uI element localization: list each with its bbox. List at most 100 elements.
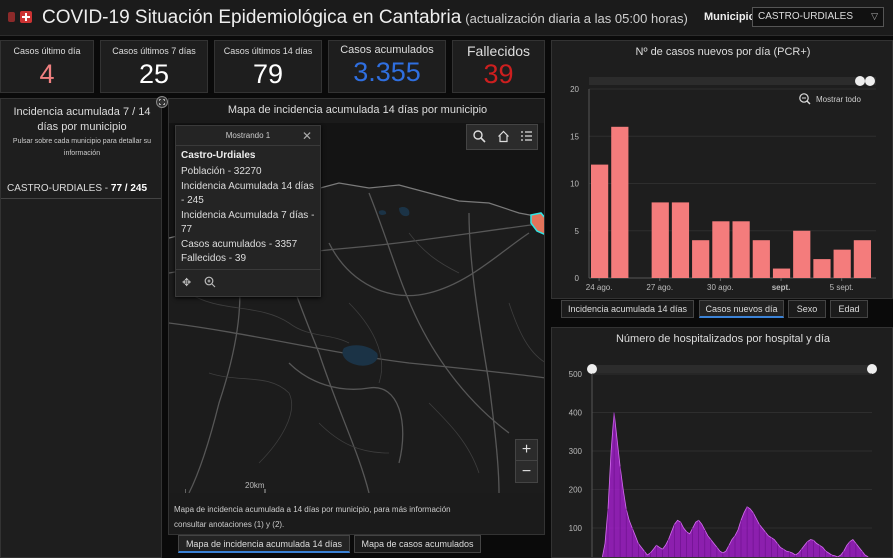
stat-label: Casos últimos 14 días	[223, 46, 313, 56]
range-slider-handle-left	[855, 76, 865, 86]
stat-value: 3.355	[353, 57, 421, 87]
legend-list-icon[interactable]	[520, 130, 533, 146]
range-slider-handle-right	[865, 76, 875, 86]
tab-sex[interactable]: Sexo	[788, 300, 826, 318]
bar	[752, 240, 770, 278]
x-tick-label: sept.	[772, 283, 791, 292]
popup-line: Incidencia Acumulada 7 días - 77	[181, 209, 315, 236]
range-slider-handle-left	[587, 364, 597, 374]
area-texture	[607, 412, 869, 557]
bar	[611, 126, 629, 278]
x-tick-label: 5 sept.	[830, 283, 854, 292]
zoom-in-button[interactable]: +	[516, 440, 537, 461]
close-icon[interactable]: ✕	[301, 129, 312, 143]
tab-age[interactable]: Edad	[830, 300, 868, 318]
list-item-name: CASTRO-URDIALES	[7, 183, 103, 194]
zoom-out-button[interactable]: −	[521, 463, 532, 480]
maximize-icon[interactable]	[156, 96, 168, 108]
range-slider-track	[592, 365, 872, 373]
x-tick-label: 27 ago.	[646, 283, 673, 292]
incidence-list-panel: Incidencia acumulada 7 / 14 días por mun…	[0, 96, 168, 558]
pan-move-icon[interactable]: ✥	[182, 277, 192, 289]
zoom-out-icon-handle	[806, 100, 811, 105]
stat-value: 25	[138, 59, 170, 89]
list-subtitle: Pulsar sobre cada municipio para detalla…	[12, 138, 152, 157]
page-subtitle: (actualización diaria a las 05:00 horas)	[465, 11, 688, 26]
popup-title: Castro-Urdiales	[181, 150, 256, 161]
tab-incidence-14[interactable]: Incidencia acumulada 14 días	[561, 300, 694, 318]
map-panel: Mapa de incidencia acumulada 14 días por…	[168, 98, 545, 535]
municipio-label: Municipio	[704, 11, 756, 23]
cantabria-logo-icon	[8, 12, 15, 22]
y-tick-label: 0	[575, 274, 580, 283]
stat-card-deaths: Fallecidos 39	[452, 40, 545, 93]
bar	[651, 202, 669, 278]
tab-new-cases-day[interactable]: Casos nuevos día	[699, 300, 784, 318]
map-toolbar	[466, 124, 538, 150]
stat-card-last-day: Casos último día 4	[0, 40, 94, 93]
x-tick-label: 24 ago.	[586, 283, 613, 292]
stat-label: Fallecidos	[466, 43, 531, 59]
scale-bar: 20km 10mi	[185, 481, 275, 493]
show-all-label: Mostrar todo	[816, 95, 861, 104]
municipio-select[interactable]: CASTRO-URDIALES ▽	[752, 7, 884, 27]
popup-line: Casos acumulados - 3357	[181, 238, 298, 250]
app-header: COVID-19 Situación Epidemiológica en Can…	[0, 0, 893, 36]
zoom-out-icon	[799, 93, 809, 103]
y-tick-label: 500	[569, 370, 583, 379]
bar	[793, 230, 811, 278]
health-cross-icon	[20, 11, 32, 23]
stat-label: Casos último día	[13, 46, 81, 56]
bar	[772, 268, 791, 278]
stat-card-14-days: Casos últimos 14 días 79	[214, 40, 322, 93]
hospitalized-area	[601, 412, 869, 557]
y-tick-label: 400	[569, 409, 583, 418]
y-tick-label: 20	[570, 85, 579, 94]
home-icon[interactable]	[497, 130, 510, 146]
list-item[interactable]: CASTRO-URDIALES - 77 / 245	[7, 183, 147, 194]
map-title: Mapa de incidencia acumulada 14 días por…	[227, 104, 488, 116]
range-slider-track	[589, 77, 876, 85]
stat-value: 39	[483, 59, 514, 89]
y-tick-label: 10	[570, 180, 579, 189]
list-title: Incidencia acumulada 7 / 14 días por mun…	[13, 106, 151, 133]
list-item-separator: -	[102, 183, 111, 194]
tab-incidence-map[interactable]: Mapa de incidencia acumulada 14 días	[178, 535, 350, 553]
bar	[692, 240, 710, 278]
page-title-text: COVID-19 Situación Epidemiológica en Can…	[42, 7, 462, 28]
scale-km-label: 20km	[245, 481, 265, 490]
stat-card-accumulated: Casos acumulados 3.355	[328, 40, 446, 93]
y-tick-label: 15	[570, 132, 579, 141]
divider	[1, 198, 161, 199]
popup-header-text: Mostrando 1	[225, 131, 271, 140]
y-tick-label: 300	[569, 447, 583, 456]
range-slider-handle-right	[867, 364, 877, 374]
y-tick-label: 5	[575, 227, 580, 236]
y-tick-label: 200	[569, 486, 583, 495]
chart-title: Nº de casos nuevos por día (PCR+)	[635, 46, 811, 58]
zoom-control: + −	[515, 439, 538, 483]
popup-toolbar: ✥	[176, 269, 320, 297]
show-all-button[interactable]: Mostrar todo	[799, 93, 862, 105]
zoom-to-icon[interactable]	[204, 276, 216, 291]
popup-line: Fallecidos - 39	[181, 253, 247, 264]
tab-accumulated-map[interactable]: Mapa de casos acumulados	[354, 535, 481, 553]
chevron-down-icon: ▽	[871, 11, 878, 21]
page-title: COVID-19 Situación Epidemiológica en Can…	[42, 7, 688, 29]
daily-cases-chart-panel: Nº de casos nuevos por día (PCR+) 0 5 10 15…	[551, 40, 893, 299]
bar	[671, 202, 690, 278]
search-icon[interactable]	[473, 130, 486, 146]
map-footnote: Mapa de incidencia acumulada a 14 días p…	[174, 505, 451, 529]
hospitalized-chart-panel: Número de hospitalizados por hospital y …	[551, 327, 893, 558]
stat-value: 79	[252, 59, 284, 89]
bar	[853, 240, 871, 278]
x-tick-label: 30 ago.	[707, 283, 734, 292]
popup-line: Población - 32270	[181, 166, 262, 177]
popup-line: Incidencia Acumulada 14 días - 245	[181, 180, 314, 207]
bar	[591, 164, 609, 278]
bar	[712, 221, 730, 278]
stat-label: Casos acumulados	[340, 44, 434, 56]
popup-header: Mostrando 1 ✕	[176, 126, 320, 146]
daily-cases-chart: 0 5 10 15 20 24 ago. 27 ago. 30 ago. sept. 5 sept…	[570, 76, 876, 292]
chart-title: Número de hospitalizados por hospital y …	[615, 333, 830, 345]
